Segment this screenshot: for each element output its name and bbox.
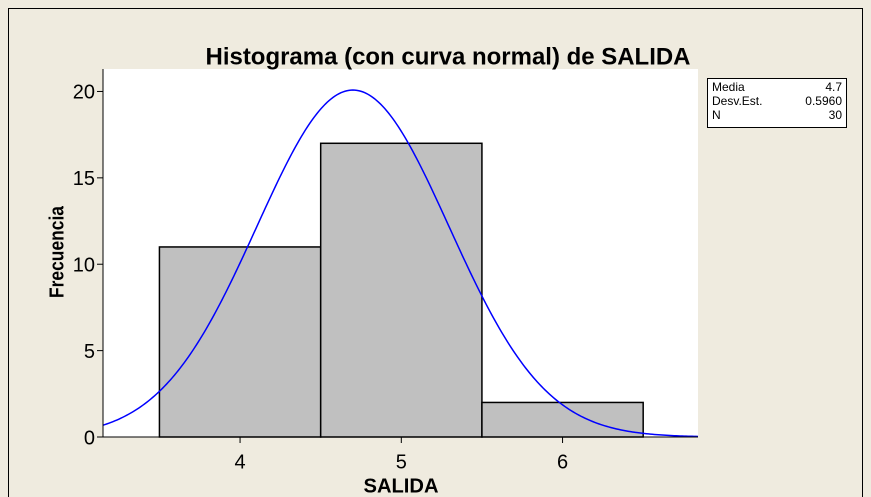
x-tick-label: 5 (396, 451, 407, 473)
stat-label: Media (712, 80, 745, 94)
y-tick-label: 15 (73, 168, 95, 190)
y-tick-label: 10 (73, 255, 95, 277)
stat-label: N (712, 108, 721, 122)
x-tick-label: 4 (234, 451, 245, 473)
x-tick-label: 6 (557, 451, 568, 473)
bar (319, 142, 483, 438)
stat-label: Desv.Est. (712, 94, 762, 108)
stat-value: 30 (829, 108, 843, 122)
y-axis-label: Frecuencia (46, 205, 68, 298)
stat-value: 4.7 (825, 80, 842, 94)
chart-title: Histograma (con curva normal) de SALIDA (206, 43, 691, 70)
stats-box (707, 78, 847, 128)
stat-value: 0.5960 (805, 94, 842, 108)
normal-curve (102, 89, 699, 438)
bar (481, 401, 644, 438)
y-tick-label: 0 (84, 427, 95, 449)
y-tick-label: 5 (84, 341, 95, 363)
x-axis-label: SALIDA (364, 475, 439, 497)
y-tick-label: 20 (73, 82, 95, 104)
frame (8, 8, 863, 497)
bar (158, 246, 322, 438)
